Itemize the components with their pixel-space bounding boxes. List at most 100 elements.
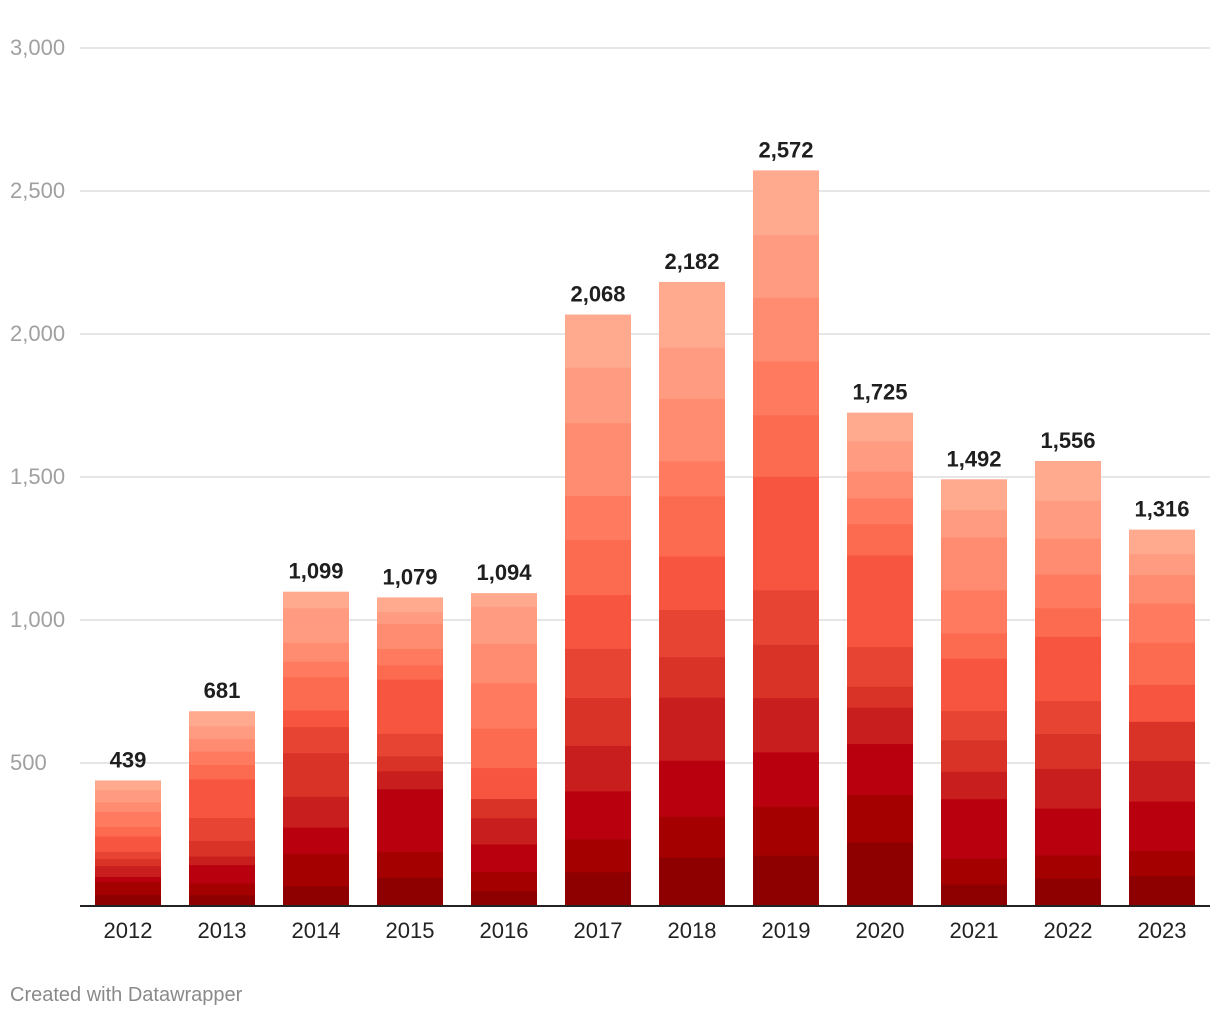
bar-segment <box>1035 636 1101 662</box>
bar-segment <box>941 798 1007 831</box>
x-tick-label: 2022 <box>1044 918 1093 943</box>
bar-segment <box>471 767 537 800</box>
bar-segment <box>1129 602 1195 643</box>
bar-segment <box>659 495 725 557</box>
bar-segment <box>847 440 913 472</box>
bar-value-label: 1,094 <box>476 560 532 585</box>
bar-segment <box>565 422 631 496</box>
bar-segment <box>659 656 725 698</box>
bar-segment <box>941 632 1007 659</box>
bar-segment <box>283 752 349 775</box>
bar-segment <box>377 755 443 772</box>
x-tick-label: 2020 <box>856 918 905 943</box>
bar-segment <box>95 865 161 873</box>
bar-segment <box>1035 807 1101 856</box>
bar-segment <box>753 533 819 591</box>
bar-segment <box>471 871 537 892</box>
bar-segment <box>95 835 161 845</box>
x-tick-label: 2016 <box>480 918 529 943</box>
bar-segment <box>283 622 349 643</box>
bar-segment <box>565 594 631 649</box>
bar-segment <box>95 811 161 819</box>
bar-segment <box>377 633 443 650</box>
y-tick-label: 1,500 <box>10 464 65 489</box>
bar-segment <box>1129 850 1195 876</box>
bar-segment <box>659 609 725 658</box>
bar-segment <box>95 876 161 882</box>
bar-segment <box>377 611 443 624</box>
bar-segment <box>659 857 725 907</box>
bar-segment <box>847 842 913 907</box>
bar-segment <box>377 623 443 635</box>
bar-segment <box>847 686 913 708</box>
bar-segment <box>471 606 537 644</box>
bar-value-label: 681 <box>204 678 241 703</box>
bar-segment <box>565 871 631 907</box>
bar-segment <box>1129 801 1195 852</box>
bar-segment <box>189 797 255 818</box>
bar-segment <box>283 796 349 828</box>
bar-segment <box>565 367 631 424</box>
bar-segment <box>189 864 255 884</box>
bar-value-label: 1,492 <box>946 446 1001 471</box>
x-tick-label: 2012 <box>104 918 153 943</box>
bar-segment <box>941 564 1007 591</box>
bar-value-label: 2,572 <box>758 137 813 162</box>
bar-segment <box>565 495 631 541</box>
bar-segment <box>471 643 537 684</box>
bar-segment <box>753 234 819 298</box>
bar-segment <box>283 692 349 711</box>
bar-segment <box>95 851 161 860</box>
bar-segment <box>1035 768 1101 809</box>
bar-segment <box>565 314 631 368</box>
y-tick-label: 2,500 <box>10 178 65 203</box>
bar-segment <box>847 412 913 442</box>
x-tick-label: 2013 <box>198 918 247 943</box>
bar-segment <box>189 738 255 752</box>
bar-segment <box>471 798 537 819</box>
bar-segment <box>189 894 255 907</box>
x-tick-label: 2014 <box>292 918 341 943</box>
bar-segment <box>565 697 631 746</box>
bar-segment <box>565 790 631 840</box>
bar-segment <box>95 881 161 888</box>
bar-segment <box>753 855 819 907</box>
bar-segment <box>941 829 1007 859</box>
bar-segment <box>659 460 725 497</box>
bar-segment <box>1035 660 1101 702</box>
x-tick-label: 2021 <box>950 918 999 943</box>
bar-segment <box>283 661 349 678</box>
bar-segment <box>377 648 443 666</box>
bar-segment <box>189 855 255 866</box>
bar-segment <box>847 523 913 556</box>
bar-segment <box>471 890 537 907</box>
bar-segment <box>283 885 349 907</box>
bar-segment <box>753 476 819 535</box>
bar-segment <box>941 710 1007 741</box>
bar-segment <box>565 745 631 792</box>
bar-segment <box>189 725 255 740</box>
bar-segment <box>753 644 819 699</box>
bar-segment <box>283 607 349 624</box>
bar-segment <box>753 297 819 362</box>
bar-segment <box>189 778 255 798</box>
bar-segment <box>377 597 443 613</box>
bar-segment <box>283 853 349 874</box>
x-tick-label: 2019 <box>762 918 811 943</box>
bar-segment <box>189 817 255 841</box>
bar-segment <box>471 728 537 769</box>
bar-segment <box>847 743 913 796</box>
bar-value-label: 1,099 <box>288 559 343 584</box>
bar-segment <box>565 648 631 699</box>
bar-segment <box>95 844 161 852</box>
bar-segment <box>377 733 443 757</box>
bar-segment <box>941 771 1007 800</box>
bar-segment <box>753 697 819 753</box>
bar-segment <box>753 589 819 645</box>
bar-segment <box>941 739 1007 772</box>
bar-segment <box>1129 529 1195 555</box>
x-tick-label: 2015 <box>386 918 435 943</box>
x-tick-label: 2017 <box>574 918 623 943</box>
